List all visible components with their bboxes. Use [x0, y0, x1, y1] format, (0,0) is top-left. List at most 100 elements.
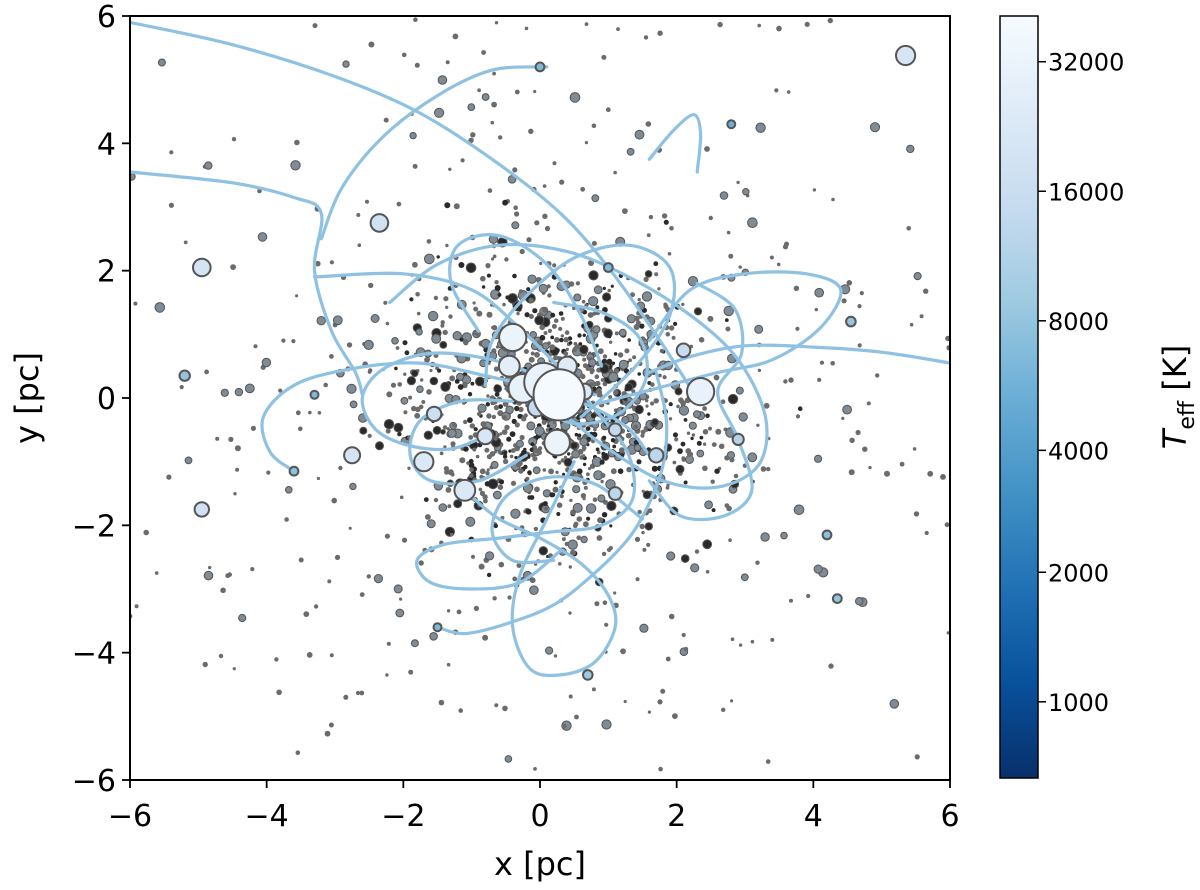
background-star [647, 710, 652, 714]
background-star [841, 298, 847, 304]
background-star [606, 547, 612, 552]
orbit-line [647, 113, 703, 174]
background-star [502, 199, 508, 206]
background-star [668, 325, 675, 331]
background-star [315, 260, 321, 267]
background-star [846, 280, 853, 286]
background-star [667, 252, 672, 256]
background-star [458, 708, 464, 713]
background-star [329, 653, 334, 658]
background-star [636, 459, 642, 465]
background-star [793, 504, 805, 516]
background-star [518, 468, 524, 474]
background-star [459, 337, 464, 342]
background-star [884, 470, 890, 477]
background-star [770, 637, 775, 642]
background-star [594, 374, 600, 380]
background-star [498, 479, 505, 485]
background-star [830, 361, 835, 366]
background-star [475, 376, 485, 387]
orbit-line [408, 398, 528, 486]
star-marker [831, 593, 843, 604]
background-star [586, 516, 591, 521]
background-star [504, 424, 510, 431]
background-star [558, 326, 563, 331]
background-star [704, 146, 710, 152]
background-star [569, 92, 581, 103]
background-star [528, 356, 535, 363]
background-star [497, 293, 502, 297]
background-star [658, 766, 663, 772]
background-star [859, 291, 864, 296]
background-star [913, 272, 922, 281]
orbit-line [647, 343, 950, 375]
star-marker [476, 427, 495, 446]
background-star [220, 388, 229, 397]
background-star [529, 585, 539, 596]
background-star [572, 347, 577, 353]
background-star [647, 412, 651, 416]
background-star [414, 62, 420, 68]
background-star [657, 287, 661, 291]
background-star [208, 565, 212, 570]
background-star [556, 502, 563, 509]
background-star [623, 699, 627, 704]
background-star [750, 639, 755, 644]
background-star [514, 422, 520, 428]
background-star [502, 458, 509, 465]
background-star [516, 462, 521, 468]
background-star [747, 217, 758, 228]
background-star [513, 443, 518, 448]
background-star [601, 451, 606, 456]
background-star [532, 466, 541, 475]
background-star [605, 107, 611, 113]
background-star [168, 202, 174, 208]
background-star [659, 348, 665, 354]
background-star [631, 389, 636, 394]
background-star [529, 331, 538, 339]
background-star [468, 137, 474, 143]
background-star [625, 432, 632, 439]
background-star [720, 399, 726, 405]
background-star [635, 320, 641, 326]
background-star [683, 480, 688, 485]
background-star [478, 563, 485, 570]
background-star [639, 323, 645, 329]
background-star [552, 161, 557, 166]
background-star [485, 551, 495, 561]
background-star [423, 430, 433, 440]
background-star [528, 128, 534, 134]
background-star [538, 283, 549, 294]
background-star [284, 517, 289, 522]
background-star [342, 60, 350, 68]
background-star [766, 466, 771, 472]
background-star [568, 611, 572, 615]
background-star [521, 449, 527, 456]
background-star [448, 167, 452, 171]
background-star [424, 253, 435, 265]
background-star [533, 89, 537, 94]
background-star [736, 180, 740, 185]
background-star [412, 163, 418, 169]
background-star [386, 391, 393, 398]
background-star [855, 429, 861, 436]
background-star [285, 486, 293, 494]
colorbar-tick-label: 1000 [1048, 689, 1109, 717]
background-star [541, 419, 547, 425]
background-star [601, 551, 607, 557]
background-star [468, 435, 474, 440]
background-star [460, 158, 465, 163]
background-star [565, 347, 569, 351]
background-star [444, 202, 451, 209]
background-star [711, 442, 717, 447]
y-tick-label: 0 [97, 382, 116, 417]
background-star [702, 406, 707, 411]
background-star [533, 447, 539, 453]
background-star [505, 295, 510, 300]
background-star [646, 542, 651, 548]
background-star [442, 329, 448, 336]
background-star [588, 270, 599, 281]
background-star [349, 482, 357, 491]
star-marker [726, 119, 737, 130]
background-star [595, 447, 600, 452]
